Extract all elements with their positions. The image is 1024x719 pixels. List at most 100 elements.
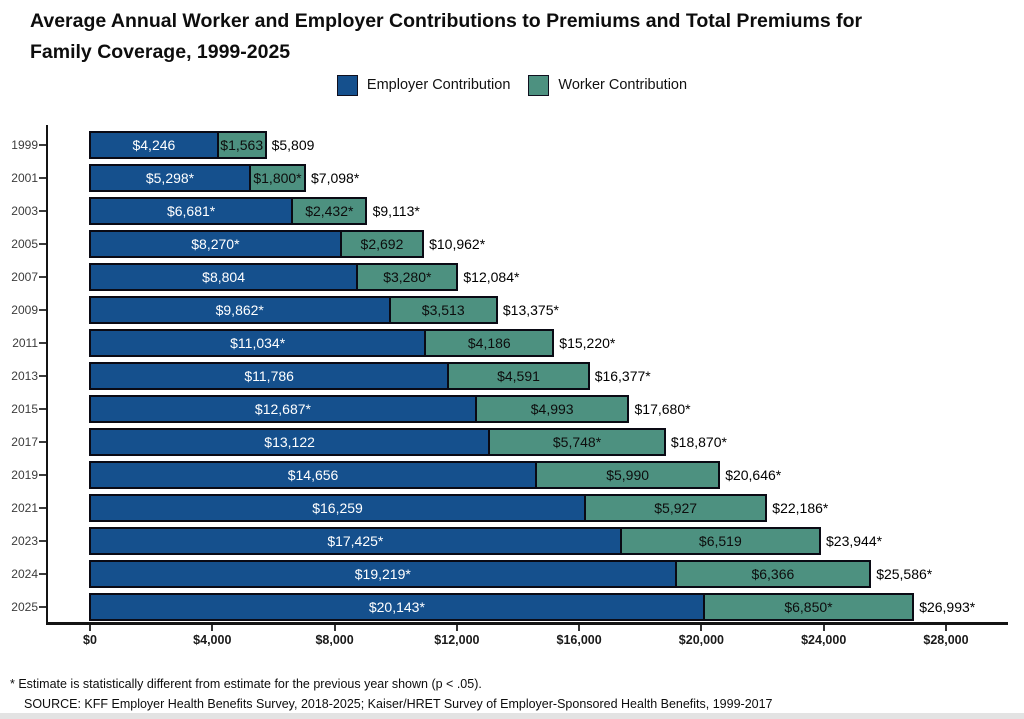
employer-bar-segment: $4,246 <box>89 131 219 159</box>
chart-title: Average Annual Worker and Employer Contr… <box>30 6 980 68</box>
y-axis-label: 2019 <box>11 468 38 482</box>
employer-bar-segment: $19,219* <box>89 560 677 588</box>
worker-bar-segment: $1,563 <box>216 131 267 159</box>
worker-bar-segment: $2,432* <box>291 197 368 225</box>
x-axis-tick-label: $4,000 <box>193 633 232 647</box>
employer-bar-segment: $16,259 <box>89 494 587 522</box>
worker-bar-segment: $3,513 <box>388 296 498 324</box>
worker-bar-segment: $5,927 <box>584 494 768 522</box>
worker-bar-segment: $2,692 <box>339 230 425 258</box>
employer-bar-segment: $17,425* <box>89 527 622 555</box>
x-axis-tick <box>822 625 825 631</box>
chart-title-line2: Family Coverage, 1999-2025 <box>30 41 291 63</box>
total-premium-label: $22,186* <box>772 500 829 516</box>
y-axis-tick <box>39 441 46 443</box>
y-axis-label: 2005 <box>11 237 38 251</box>
y-axis-label: 2024 <box>11 567 38 581</box>
y-axis-label: 2023 <box>11 534 38 548</box>
x-axis-tick-label: $20,000 <box>678 633 724 647</box>
employer-bar-segment: $6,681* <box>89 197 294 225</box>
worker-bar-segment: $4,993 <box>474 395 630 423</box>
worker-bar-segment: $6,519 <box>619 527 821 555</box>
y-axis-tick <box>39 540 46 542</box>
employer-bar-segment: $11,034* <box>89 329 427 357</box>
x-axis-tick <box>333 625 336 631</box>
x-axis-tick <box>455 625 458 631</box>
employer-swatch-icon <box>336 74 358 96</box>
y-axis-label: 2015 <box>11 402 38 416</box>
worker-bar-segment: $6,850* <box>702 593 915 621</box>
total-premium-label: $10,962* <box>429 236 486 252</box>
y-axis-label: 2007 <box>11 270 38 284</box>
chart-title-line1: Average Annual Worker and Employer Contr… <box>30 10 863 32</box>
total-premium-label: $9,113* <box>372 203 420 219</box>
y-axis-tick <box>39 276 46 278</box>
employer-bar-segment: $20,143* <box>89 593 705 621</box>
y-axis-tick <box>39 606 46 608</box>
employer-bar-segment: $9,862* <box>89 296 391 324</box>
worker-bar-segment: $6,366 <box>674 560 872 588</box>
x-axis-line <box>46 622 1008 625</box>
total-premium-label: $5,809 <box>271 137 315 153</box>
employer-bar-segment: $13,122 <box>89 428 491 456</box>
y-axis-tick <box>39 309 46 311</box>
y-axis-tick <box>39 243 46 245</box>
x-axis-tick-label: $8,000 <box>315 633 354 647</box>
y-axis-label: 2017 <box>11 435 38 449</box>
x-axis-tick-label: $0 <box>83 633 97 647</box>
worker-bar-segment: $4,186 <box>424 329 555 357</box>
x-axis-tick-label: $24,000 <box>801 633 847 647</box>
y-axis-label: 2025 <box>11 600 38 614</box>
legend-item-worker: Worker Contribution <box>528 74 688 96</box>
employer-bar-segment: $5,298* <box>89 164 251 192</box>
total-premium-label: $13,375* <box>502 302 559 318</box>
bottom-edge-strip <box>0 713 1024 719</box>
legend-item-employer: Employer Contribution <box>336 74 511 96</box>
y-axis-label: 2013 <box>11 369 38 383</box>
x-axis-tick <box>700 625 703 631</box>
total-premium-label: $16,377* <box>594 368 651 384</box>
total-premium-label: $20,646* <box>725 467 782 483</box>
employer-bar-segment: $8,270* <box>89 230 342 258</box>
legend-label-employer: Employer Contribution <box>366 77 511 93</box>
y-axis-tick <box>39 474 46 476</box>
y-axis-tick <box>39 342 46 344</box>
employer-bar-segment: $12,687* <box>89 395 477 423</box>
worker-bar-segment: $5,748* <box>488 428 666 456</box>
x-axis-tick-label: $16,000 <box>556 633 602 647</box>
x-axis-tick-label: $28,000 <box>923 633 969 647</box>
footnote-source: SOURCE: KFF Employer Health Benefits Sur… <box>24 697 773 711</box>
total-premium-label: $26,993* <box>919 599 976 615</box>
x-axis-tick <box>211 625 214 631</box>
x-axis-tick <box>945 625 947 631</box>
total-premium-label: $18,870* <box>670 434 727 450</box>
y-axis-label: 2001 <box>11 171 38 185</box>
y-axis-tick <box>39 573 46 575</box>
total-premium-label: $7,098* <box>311 170 360 186</box>
worker-swatch-icon <box>528 74 550 96</box>
y-axis-tick <box>39 375 46 377</box>
y-axis-label: 2009 <box>11 303 38 317</box>
total-premium-label: $15,220* <box>559 335 616 351</box>
y-axis-line <box>46 125 48 622</box>
footnote-significance: * Estimate is statistically different fr… <box>10 677 482 691</box>
y-axis-tick <box>39 507 46 509</box>
y-axis-label: 2003 <box>11 204 38 218</box>
legend-label-worker: Worker Contribution <box>558 77 688 93</box>
y-axis-tick <box>39 144 46 146</box>
total-premium-label: $25,586* <box>876 566 933 582</box>
total-premium-label: $12,084* <box>463 269 520 285</box>
worker-bar-segment: $1,800* <box>249 164 306 192</box>
x-axis-tick <box>89 625 91 631</box>
total-premium-label: $17,680* <box>634 401 691 417</box>
employer-bar-segment: $11,786 <box>89 362 450 390</box>
y-axis-tick <box>39 177 46 179</box>
x-axis-tick <box>578 625 581 631</box>
y-axis-tick <box>39 210 46 212</box>
y-axis-label: 1999 <box>11 138 38 152</box>
worker-bar-segment: $3,280* <box>356 263 459 291</box>
y-axis-label: 2011 <box>12 336 38 350</box>
legend: Employer Contribution Worker Contributio… <box>0 72 1024 98</box>
worker-bar-segment: $5,990 <box>535 461 721 489</box>
